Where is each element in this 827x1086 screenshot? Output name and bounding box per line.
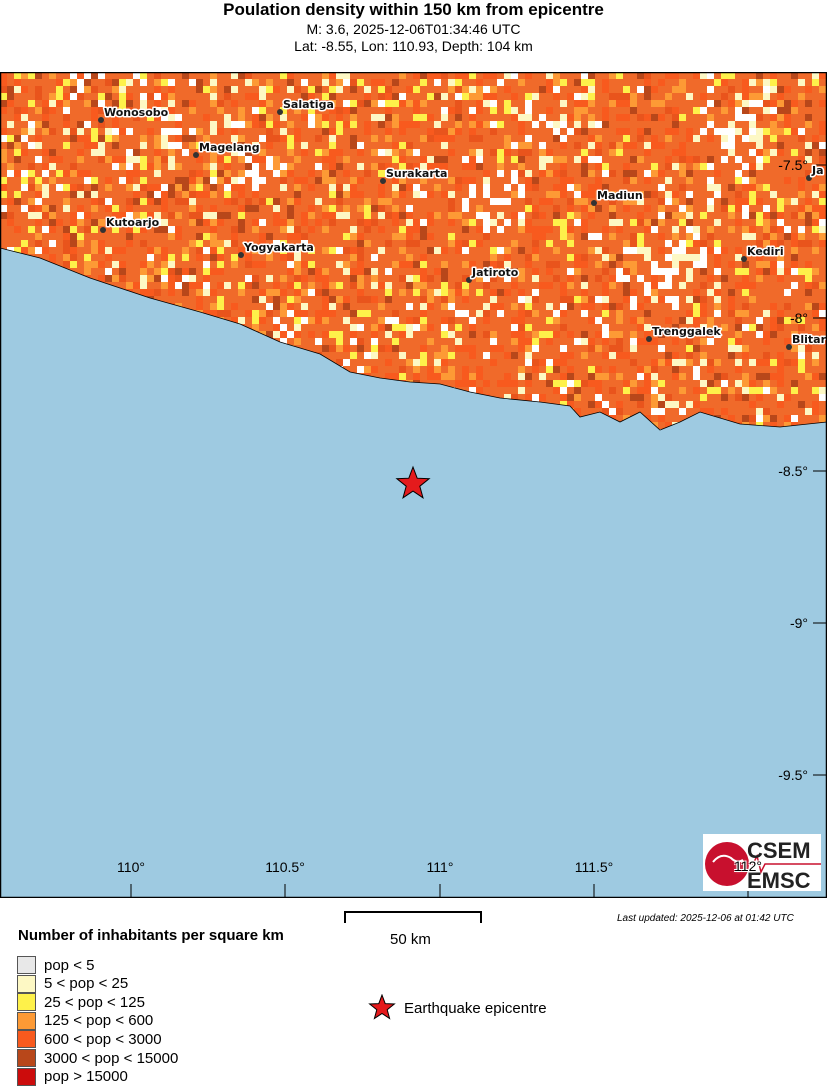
lon-ticks: 110° 110.5° 111° 111.5° <box>117 859 749 898</box>
legend-label: pop < 5 <box>44 956 95 974</box>
legend-swatch <box>17 956 36 974</box>
city-marker <box>806 175 812 181</box>
legend-item: 5 < pop < 25 <box>17 974 129 993</box>
city-label: Kediri <box>747 245 784 258</box>
legend-swatch <box>17 1049 36 1067</box>
lon-tick: 111.5° <box>575 859 614 875</box>
lat-tick: -9.5° <box>778 767 808 783</box>
legend-label: 3000 < pop < 15000 <box>44 1049 179 1067</box>
legend-item: pop > 15000 <box>17 1067 128 1086</box>
city-marker <box>100 227 106 233</box>
city-label: Trenggalek <box>652 325 721 338</box>
city-label: Surakarta <box>386 167 447 180</box>
epicentre-legend: Earthquake epicentre <box>368 994 547 1022</box>
city-marker <box>98 117 104 123</box>
legend-item: 125 < pop < 600 <box>17 1011 154 1030</box>
map-title: Poulation density within 150 km from epi… <box>223 0 604 19</box>
lon-tick: 112° <box>734 858 762 874</box>
legend-swatch <box>17 1011 36 1030</box>
city-marker <box>786 344 792 350</box>
legend-swatch <box>17 974 36 993</box>
legend-label: 600 < pop < 3000 <box>44 1030 162 1048</box>
legend-label: 25 < pop < 125 <box>44 993 145 1011</box>
legend-label: pop > 15000 <box>44 1068 128 1086</box>
lon-tick: 110.5° <box>265 859 305 875</box>
legend-item: pop < 5 <box>17 956 94 974</box>
city-marker <box>741 256 747 262</box>
city-marker <box>646 336 652 342</box>
city-marker <box>238 252 244 258</box>
epicentre-star-icon <box>368 994 396 1020</box>
lon-tick: 111° <box>427 859 454 875</box>
city-marker <box>466 277 472 283</box>
legend-swatch <box>17 993 36 1012</box>
city-label: Blitar <box>792 333 827 346</box>
city-marker <box>277 109 283 115</box>
city-label: Yogyakarta <box>243 241 314 254</box>
legend-title: Number of inhabitants per square km <box>18 927 284 944</box>
csem-emsc-logo: CSEM EMSC <box>703 834 821 893</box>
legend-swatch <box>17 1030 36 1049</box>
svg-text:EMSC: EMSC <box>747 868 811 891</box>
legend-item: 3000 < pop < 15000 <box>17 1049 178 1067</box>
lat-tick: -9° <box>790 615 808 631</box>
lat-tick: -8.5° <box>778 463 808 479</box>
legend-swatch <box>17 1067 36 1086</box>
lat-tick: -7.5° <box>778 157 808 173</box>
city-label: Kutoarjo <box>106 216 160 229</box>
city-marker <box>380 178 386 184</box>
event-info: M: 3.6, 2025-12-06T01:34:46 UTC <box>306 21 521 37</box>
lon-tick: 110° <box>117 859 145 875</box>
land-population-raster <box>0 72 827 430</box>
lat-tick: -8° <box>790 310 808 326</box>
legend-item: 25 < pop < 125 <box>17 993 145 1012</box>
last-updated: Last updated: 2025-12-06 at 01:42 UTC <box>617 913 794 924</box>
svg-text:CSEM: CSEM <box>747 838 811 863</box>
epicentre-star-icon <box>395 465 431 499</box>
city-label: Wonosobo <box>104 106 169 119</box>
city-label: Magelang <box>199 141 260 154</box>
city-marker <box>193 152 199 158</box>
scale-bar <box>344 911 482 923</box>
legend-item: 600 < pop < 3000 <box>17 1030 162 1049</box>
city-label: Ja <box>811 164 824 177</box>
city-label: Madiun <box>597 189 643 202</box>
legend-label: 5 < pop < 25 <box>44 975 129 993</box>
population-map: -7.5° -8° -8.5° -9° -9.5° 110° 110.5° 11… <box>0 72 827 898</box>
legend-label: 125 < pop < 600 <box>44 1012 154 1030</box>
scale-label: 50 km <box>390 931 431 948</box>
city-label: Jatiroto <box>471 266 519 279</box>
city-marker <box>591 200 597 206</box>
city-labels: Wonosobo Salatiga Magelang Surakarta Madiun J… <box>98 97 827 350</box>
city-label: Salatiga <box>283 98 334 111</box>
event-location: Lat: -8.55, Lon: 110.93, Depth: 104 km <box>294 38 533 54</box>
epicentre-legend-label: Earthquake epicentre <box>404 999 547 1017</box>
lat-ticks: -7.5° -8° -8.5° -9° -9.5° <box>778 157 827 783</box>
coastline <box>0 247 827 431</box>
